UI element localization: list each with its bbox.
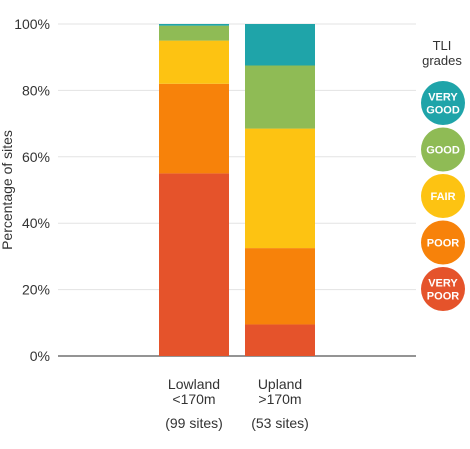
bar-segment: [245, 128, 315, 249]
legend-item: POOR: [421, 220, 465, 265]
legend-title: TLI: [433, 38, 452, 53]
bar-segment: [245, 24, 315, 66]
legend-title: grades: [422, 53, 462, 68]
x-category-label: <170m: [172, 391, 215, 407]
bar-segment: [245, 324, 315, 356]
legend-label: GOOD: [426, 145, 460, 157]
bar-segment: [159, 40, 229, 84]
legend-swatch: [421, 220, 465, 265]
legend-label: POOR: [427, 238, 459, 250]
bar-segment: [159, 173, 229, 356]
y-tick-label: 80%: [22, 82, 50, 98]
legend-item: FAIR: [421, 174, 465, 218]
legend-label: VERY: [428, 92, 458, 104]
bar-segment: [245, 248, 315, 325]
x-category-label: Upland: [258, 376, 302, 392]
y-axis-tick-labels: 0% 20% 40% 60% 80% 100%: [14, 16, 50, 364]
y-tick-label: 20%: [22, 282, 50, 298]
x-category-label: >170m: [258, 391, 301, 407]
x-axis-category-labels: Lowland<170m (99 sites) Upland>170m (53 sit…: [165, 376, 309, 431]
legend-swatch: [421, 267, 465, 311]
legend-swatch: [421, 174, 465, 218]
x-category-site-count: (99 sites): [165, 415, 223, 431]
y-tick-label: 60%: [22, 149, 50, 165]
y-axis-label: Percentage of sites: [0, 130, 15, 250]
legend-item: GOOD: [421, 127, 465, 172]
bar-segment: [159, 83, 229, 174]
legend-label: GOOD: [426, 105, 460, 117]
bar-segment: [159, 24, 229, 26]
legend-swatch: [421, 81, 465, 125]
gridlines: [58, 23, 416, 357]
y-tick-label: 100%: [14, 16, 50, 32]
y-tick-label: 0%: [30, 348, 50, 364]
bar-segment: [159, 25, 229, 41]
legend-label: FAIR: [430, 191, 455, 203]
x-category-site-count: (53 sites): [251, 415, 309, 431]
bar-segment: [245, 65, 315, 129]
x-category-label: Lowland: [168, 376, 220, 392]
bars: [159, 24, 315, 356]
y-tick-label: 40%: [22, 215, 50, 231]
legend-label: POOR: [427, 291, 459, 303]
legend-swatch: [421, 127, 465, 172]
legend-label: VERY: [428, 278, 458, 290]
